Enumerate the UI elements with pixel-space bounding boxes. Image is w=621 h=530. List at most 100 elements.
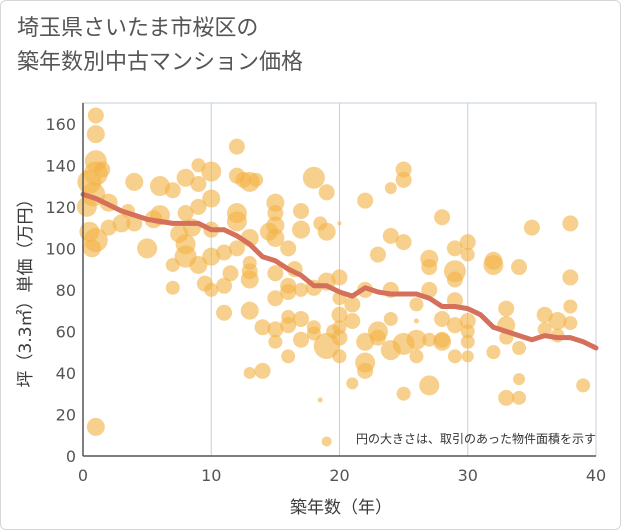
bubble-point	[357, 192, 374, 209]
bubble-point	[331, 269, 348, 286]
bubble-point	[332, 349, 347, 364]
bubble-point	[190, 175, 207, 192]
bubble-point	[112, 214, 131, 233]
bubble-point	[177, 205, 194, 222]
y-tick-label: 60	[56, 322, 76, 341]
bubble-point	[562, 215, 579, 232]
bubble-point	[512, 341, 527, 356]
axes: 0 10 20 30 40 0 20 40 60 80 100 120 140 160	[45, 103, 606, 485]
bubble-point	[293, 331, 310, 348]
bubble-point	[356, 332, 375, 351]
x-tick-label: 0	[78, 466, 88, 485]
bubble-point	[460, 247, 475, 262]
bubble-point	[409, 349, 424, 364]
bubble-point	[266, 216, 285, 235]
bubble-point	[409, 297, 424, 312]
bubble-point	[344, 313, 361, 330]
bubble-point	[498, 300, 515, 317]
bubble-point	[292, 220, 311, 239]
bubble-point	[222, 265, 239, 282]
bubble-point	[344, 296, 361, 313]
bubble-point	[164, 182, 181, 199]
bubble-point	[562, 269, 579, 286]
bubble-point	[293, 310, 310, 327]
bubble-point	[216, 277, 233, 294]
bubble-point	[446, 271, 463, 288]
bubble-point	[321, 436, 332, 447]
bubble-point	[563, 316, 578, 331]
y-tick-label: 80	[56, 281, 76, 300]
bubble-point	[419, 375, 440, 396]
bubble-point	[459, 313, 476, 330]
y-tick-label: 120	[45, 198, 76, 217]
bubble-point	[318, 184, 335, 201]
bubble-point	[240, 301, 259, 320]
bubble-point	[460, 324, 475, 339]
bubble-point	[94, 161, 111, 178]
x-axis-title: 築年数（年）	[290, 498, 392, 518]
chart-title: 埼玉県さいたま市桜区の 築年数別中古マンション価格	[17, 12, 303, 80]
chart-title-line-2: 築年数別中古マンション価格	[17, 50, 304, 75]
bubble-point	[83, 228, 108, 253]
bubble-point	[126, 215, 143, 232]
bubble-size-note: 円の大きさは、取引のあった物件面積を示す	[356, 431, 596, 446]
y-tick-label: 0	[66, 447, 76, 466]
x-tick-label: 40	[586, 466, 606, 485]
bubble-point	[254, 362, 271, 379]
bubble-point	[293, 202, 310, 219]
bubble-point	[346, 377, 359, 390]
bubble-point	[317, 222, 336, 241]
bubble-point	[280, 240, 297, 257]
bubble-point	[294, 282, 309, 297]
bubble-point	[460, 334, 475, 349]
bubble-point	[331, 306, 348, 323]
bubble-point	[125, 172, 144, 191]
y-axis-title: 坪（3.3㎡）単価（万円）	[16, 190, 36, 387]
bubble-point	[190, 198, 207, 215]
bubble-point	[337, 221, 342, 226]
bubble-point	[268, 334, 283, 349]
bubble-point	[267, 290, 284, 307]
bubble-point	[548, 312, 567, 331]
bubble-point	[536, 306, 553, 323]
bubble-point	[317, 397, 323, 403]
trend-line	[80, 191, 599, 351]
bubble-point	[421, 281, 438, 298]
bubble-point	[280, 317, 297, 334]
bubble-point	[461, 350, 474, 363]
bubble-point	[421, 259, 438, 276]
bubble-point	[216, 304, 233, 321]
bubble-point	[202, 189, 221, 208]
bubble-point	[165, 280, 180, 295]
bubble-point	[281, 349, 296, 364]
bubble-point	[486, 345, 501, 360]
bubble-point	[413, 318, 419, 324]
bubble-point	[395, 171, 412, 188]
bubble-point	[395, 234, 412, 251]
y-tick-label: 100	[45, 239, 76, 258]
bubble-point	[459, 234, 476, 251]
bubble-point	[201, 161, 222, 182]
bubble-point	[189, 255, 208, 274]
bubble-point	[86, 417, 105, 436]
bubble-point	[406, 329, 427, 350]
x-tick-label: 30	[458, 466, 478, 485]
y-tick-label: 160	[45, 115, 76, 134]
bubble-point	[563, 299, 578, 314]
bubble-point	[267, 321, 284, 338]
bubble-point	[513, 373, 526, 386]
bubble-point	[446, 240, 463, 257]
bubble-point	[228, 138, 245, 155]
bubble-point	[383, 311, 398, 326]
bubble-series	[76, 107, 591, 447]
bubble-point	[384, 182, 397, 195]
bubble-point	[266, 228, 285, 247]
bubble-point	[511, 259, 528, 276]
bubble-point	[87, 107, 104, 124]
bubble-point	[331, 329, 348, 346]
bubble-point	[434, 209, 451, 226]
bubble-point	[483, 254, 504, 275]
bubble-point	[447, 349, 462, 364]
trend-line-series	[80, 191, 599, 351]
bubble-point	[240, 270, 259, 289]
